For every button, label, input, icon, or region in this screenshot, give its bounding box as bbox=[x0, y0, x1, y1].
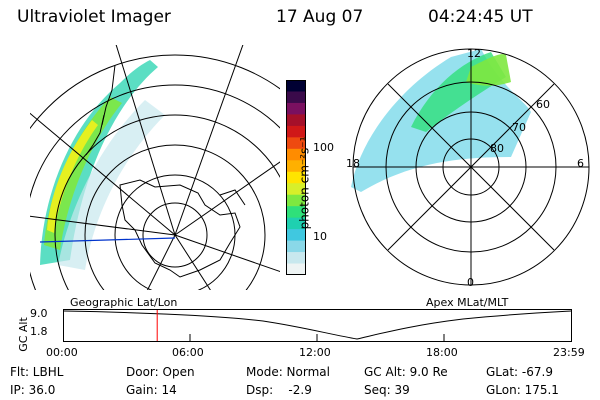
colorbar-segment bbox=[286, 80, 306, 93]
seq-info: Seq: 39 bbox=[364, 383, 410, 397]
mlt-label-0: 0 bbox=[467, 276, 474, 289]
colorbar-border bbox=[286, 80, 306, 275]
mlat-label-70: 70 bbox=[512, 121, 526, 134]
colorbar-segment bbox=[286, 206, 306, 219]
colorbar-segment bbox=[286, 183, 306, 196]
colorbar-segment bbox=[286, 240, 306, 253]
mode-info: Mode: Normal bbox=[246, 365, 330, 379]
right-map-label: Apex MLat/MLT bbox=[426, 296, 509, 309]
alt-ytick-9: 9.0 bbox=[30, 307, 48, 320]
aurora-haze bbox=[58, 100, 165, 270]
alt-xtick-1200: 12:00 bbox=[299, 346, 331, 359]
altitude-curve bbox=[63, 310, 572, 340]
date-label: 17 Aug 07 bbox=[276, 7, 364, 27]
colorbar-segment bbox=[286, 263, 306, 276]
mlt-label-18: 18 bbox=[346, 157, 360, 170]
colorbar-segment bbox=[286, 137, 306, 150]
colorbar-segment bbox=[286, 252, 306, 265]
colorbar-segment bbox=[286, 229, 306, 242]
instrument-title: Ultraviolet Imager bbox=[17, 7, 171, 27]
time-label: 04:24:45 UT bbox=[428, 7, 533, 27]
colorbar-segment bbox=[286, 102, 306, 116]
alt-ytick-1-8: 1.8 bbox=[30, 325, 48, 338]
mlat-label-60: 60 bbox=[536, 98, 550, 111]
mlat-mlt-map bbox=[351, 48, 590, 286]
mlt-label-6: 6 bbox=[577, 157, 584, 170]
colorbar-segment bbox=[286, 217, 306, 230]
alt-plot-ylabel: GC Alt bbox=[16, 317, 30, 352]
colorbar-segment bbox=[286, 194, 306, 207]
aurora-arc-mid bbox=[44, 97, 122, 250]
colorbar-segment bbox=[286, 114, 306, 127]
colorbar bbox=[286, 80, 306, 276]
mlat-label-80: 80 bbox=[490, 142, 504, 155]
colorbar-tick-100: 100 bbox=[313, 141, 334, 154]
colorbar-segment bbox=[286, 91, 306, 104]
alt-xtick-1800: 18:00 bbox=[426, 346, 458, 359]
alt-xtick-2359: 23:59 bbox=[553, 346, 585, 359]
alt-xtick-0600: 06:00 bbox=[172, 346, 204, 359]
filter-info: Flt: LBHL bbox=[10, 365, 64, 379]
gc-alt-info: GC Alt: 9.0 Re bbox=[364, 365, 448, 379]
colorbar-segment bbox=[286, 160, 306, 173]
colorbar-tick-10: 10 bbox=[313, 230, 327, 243]
door-info: Door: Open bbox=[126, 365, 195, 379]
glon-info: GLon: 175.1 bbox=[486, 383, 559, 397]
aurora-arc-core bbox=[47, 120, 98, 233]
colorbar-unit-label: photon cm⁻²s⁻¹ bbox=[297, 136, 312, 230]
left-map-label: Geographic Lat/Lon bbox=[70, 296, 178, 309]
ip-info: IP: 36.0 bbox=[10, 383, 56, 397]
colorbar-segment bbox=[286, 148, 306, 161]
geographic-map bbox=[30, 45, 280, 290]
dsp-info: Dsp: -2.9 bbox=[246, 383, 312, 397]
alt-xtick-0000: 00:00 bbox=[46, 346, 78, 359]
gain-info: Gain: 14 bbox=[126, 383, 177, 397]
aurora-arc-outer bbox=[40, 60, 158, 265]
glat-info: GLat: -67.9 bbox=[486, 365, 553, 379]
colorbar-segment bbox=[286, 125, 306, 138]
altitude-plot bbox=[63, 309, 572, 342]
colorbar-segment bbox=[286, 171, 306, 184]
mlt-label-12: 12 bbox=[467, 47, 481, 60]
satellite-track bbox=[39, 237, 176, 243]
